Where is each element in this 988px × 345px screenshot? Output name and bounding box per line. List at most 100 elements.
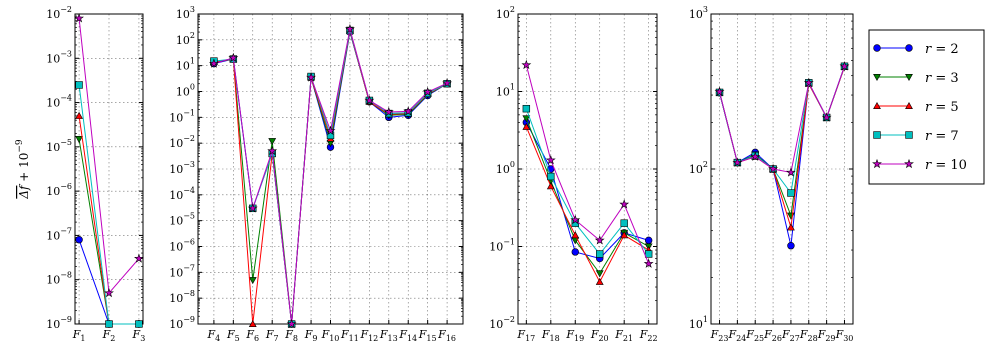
legend-box xyxy=(868,29,985,185)
y-tick-label: 10−8 xyxy=(46,271,72,287)
data-point xyxy=(306,72,316,82)
series-line-r7 xyxy=(525,108,650,255)
data-point xyxy=(644,236,653,245)
legend-item-r3: r = 3 xyxy=(873,71,959,86)
panel-4: 101 102 103 F23 F24 F25 F26 F27 F28 F29 F30 xyxy=(689,5,854,343)
data-point xyxy=(522,115,531,123)
data-point xyxy=(732,157,743,167)
y-tick-label: 10−2 xyxy=(46,5,72,21)
x-tick-label: F20 xyxy=(590,328,609,343)
panel-frame xyxy=(74,13,144,325)
legend-label: r = 2 xyxy=(925,42,959,57)
data-point xyxy=(768,163,778,174)
data-point xyxy=(383,106,394,117)
y-tick-label: 10−7 xyxy=(46,226,72,242)
y-tick-label: 101 xyxy=(176,57,195,73)
data-point xyxy=(228,52,239,63)
series-line-r2 xyxy=(719,66,845,246)
legend-marker xyxy=(873,131,881,139)
y-tick-label: 10−1 xyxy=(169,108,195,124)
legend-item-r10: r = 10 xyxy=(872,158,967,173)
series-group xyxy=(208,23,453,329)
data-point xyxy=(422,86,433,97)
data-point xyxy=(522,122,531,130)
legend-item-r2: r = 2 xyxy=(873,42,959,57)
panel-2: 10−9 10−8 10−7 10−6 10−5 10−4 10−3 10−2 10−1 100 1… xyxy=(169,5,464,343)
data-point xyxy=(547,172,555,181)
data-point xyxy=(620,231,629,239)
y-axis-label-text: Δf + 10−9 xyxy=(15,139,31,200)
series-line-r10 xyxy=(213,28,448,325)
data-point xyxy=(208,58,219,68)
x-tick-label: F1 xyxy=(72,328,86,343)
chart-panels: 10−910−810−710−610−510−410−310−2F1 F2 F310… xyxy=(46,5,854,343)
data-point xyxy=(134,253,144,263)
data-point xyxy=(105,320,113,328)
x-tick-label: F18 xyxy=(541,328,560,343)
data-point xyxy=(787,242,795,250)
x-tick-label: F3 xyxy=(132,328,146,343)
x-tick-label: F27 xyxy=(781,328,800,343)
panel-frame xyxy=(517,13,658,325)
series-line-r5 xyxy=(719,66,845,228)
legend-marker xyxy=(873,73,881,82)
data-point xyxy=(135,320,143,328)
data-point xyxy=(75,236,83,244)
data-point xyxy=(595,277,604,285)
data-point xyxy=(619,199,630,209)
data-point xyxy=(821,112,832,122)
y-tick-label: 101 xyxy=(496,83,515,99)
x-tick-label: F16 xyxy=(437,328,456,343)
data-point xyxy=(803,77,814,87)
x-tick-label: F24 xyxy=(727,328,746,343)
data-point xyxy=(750,151,761,161)
y-tick-label: 102 xyxy=(689,160,708,176)
x-tick-label: F10 xyxy=(321,328,340,343)
x-tick-label: F22 xyxy=(639,328,658,343)
y-tick-label: 101 xyxy=(689,315,708,331)
x-tick-label: F13 xyxy=(379,328,398,343)
y-tick-label: 10−2 xyxy=(169,134,195,150)
y-tick-label: 100 xyxy=(496,160,515,176)
series-group xyxy=(714,61,850,250)
legend-marker xyxy=(873,101,881,110)
data-point xyxy=(571,231,580,239)
x-tick-label: F28 xyxy=(799,328,818,343)
data-point xyxy=(521,59,532,70)
data-point xyxy=(620,219,628,227)
legend-marker xyxy=(872,158,882,169)
data-point xyxy=(714,86,725,96)
series-group xyxy=(74,13,144,329)
data-point xyxy=(364,95,375,105)
series-line-r3 xyxy=(525,118,649,275)
data-point xyxy=(594,235,605,245)
data-point xyxy=(247,203,258,213)
x-tick-label: F25 xyxy=(745,328,764,343)
data-point xyxy=(248,319,257,328)
legend-item-r7: r = 7 xyxy=(873,129,959,144)
x-tick-label: F4 xyxy=(207,328,221,343)
y-tick-label: 10−7 xyxy=(169,263,195,279)
data-point xyxy=(75,136,83,144)
y-tick-label: 10−1 xyxy=(489,238,515,254)
y-tick-label: 10−6 xyxy=(46,182,72,198)
panel-3: 10−2 10−1 100 101 102 F17 F18 F19 F20 F21 F22 xyxy=(489,5,657,343)
data-point xyxy=(442,78,453,88)
legend-item-r5: r = 5 xyxy=(873,100,959,115)
legend-marker xyxy=(905,131,913,139)
data-point xyxy=(546,182,555,190)
x-tick-label: F6 xyxy=(245,328,259,343)
data-point xyxy=(595,270,604,278)
y-tick-label: 10−8 xyxy=(169,289,195,305)
x-tick-label: F5 xyxy=(226,328,240,343)
y-tick-label: 10−4 xyxy=(46,94,72,110)
data-point xyxy=(787,223,795,231)
legend-label: r = 10 xyxy=(925,158,967,173)
data-point xyxy=(545,155,556,165)
panel-frame xyxy=(197,13,464,325)
data-point xyxy=(345,23,355,34)
data-point xyxy=(787,189,795,197)
data-point xyxy=(325,125,336,136)
series-group xyxy=(521,59,654,285)
y-tick-label: 10−4 xyxy=(169,186,195,202)
